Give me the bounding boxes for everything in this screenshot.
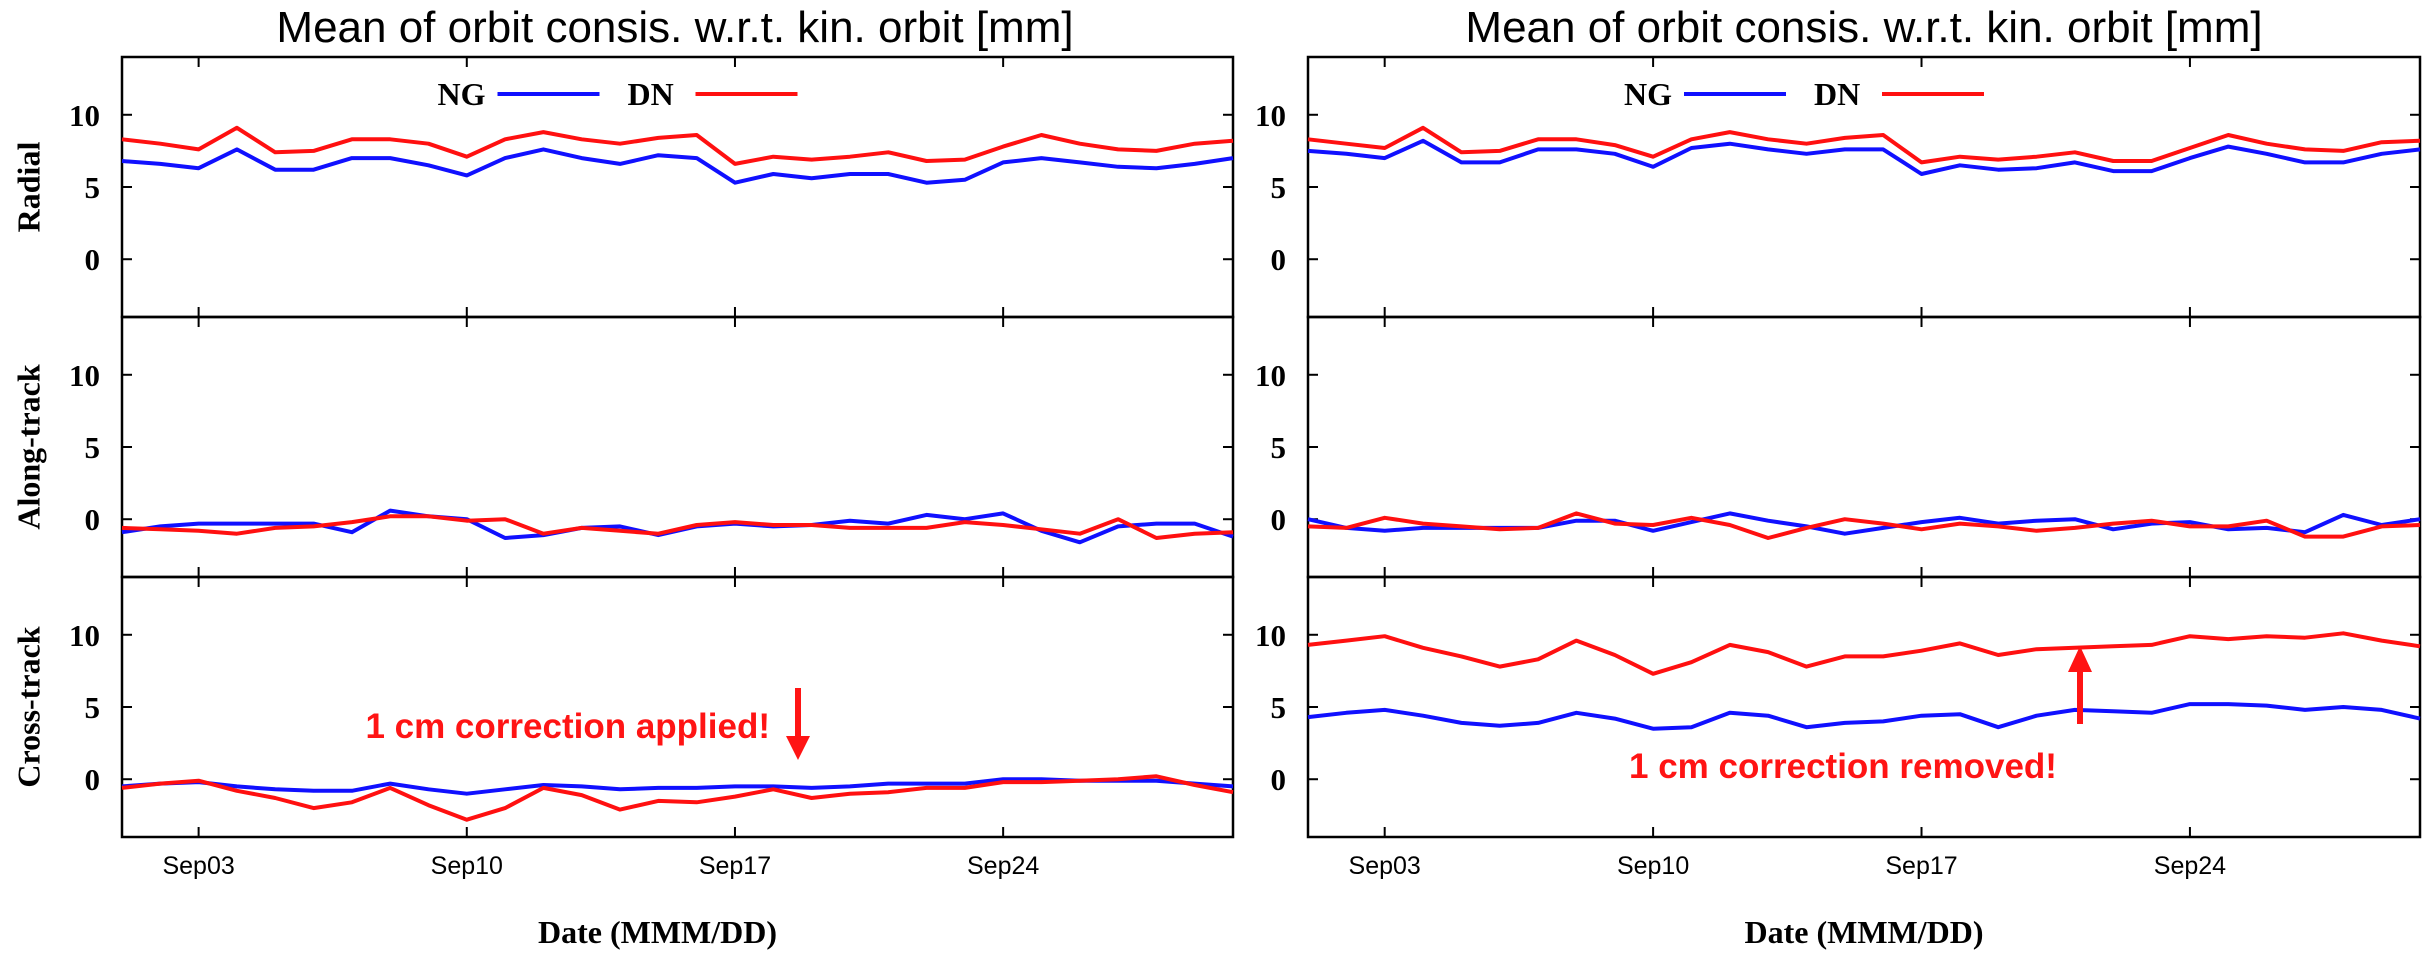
- series-line-dn: [1307, 631, 2421, 676]
- y-tick-label: 5: [85, 430, 101, 465]
- annotation-arrow-head: [786, 736, 810, 760]
- annotation-text: 1 cm correction removed!: [1629, 747, 2057, 786]
- series-line-ng: [121, 147, 1234, 185]
- panel-row-1: 0 5 10 NG DN: [1255, 55, 2422, 319]
- y-tick-label: 10: [69, 358, 100, 393]
- x-tick-label: Sep10: [1617, 852, 1689, 880]
- chart-title: Mean of orbit consis. w.r.t. kin. orbit …: [1465, 3, 2262, 52]
- y-tick-label: 10: [1255, 358, 1286, 393]
- y-tick-label: 5: [85, 170, 101, 205]
- chart-title: Mean of orbit consis. w.r.t. kin. orbit …: [276, 3, 1073, 52]
- x-axis-label: Date (MMM/DD): [1745, 914, 1984, 950]
- y-tick-label: 0: [1271, 502, 1287, 537]
- panel-row-2: 0 5 10: [1255, 315, 2422, 579]
- series-line-ng: [1307, 138, 2421, 176]
- y-tick-label: 5: [1271, 170, 1287, 205]
- series-line-dn: [121, 774, 1234, 822]
- series-line-dn: [121, 514, 1234, 540]
- legend-label-ng: NG: [438, 76, 486, 112]
- x-axis-label: Date (MMM/DD): [538, 914, 777, 950]
- x-tick-label: Sep03: [1349, 852, 1421, 880]
- left-chart: Mean of orbit consis. w.r.t. kin. orbit …: [10, 3, 1235, 950]
- panel-radial: 0 5 10 Radial NG DN: [10, 55, 1235, 319]
- x-tick-label: Sep10: [431, 852, 503, 880]
- x-tick-label: Sep17: [699, 852, 771, 880]
- panel-frame: [1306, 55, 2422, 319]
- y-axis-label: Radial: [10, 142, 46, 233]
- series-line-dn: [1307, 511, 2421, 540]
- y-tick-label: 10: [1255, 618, 1286, 653]
- x-tick-label: Sep24: [967, 852, 1039, 880]
- panel-frame: [1306, 315, 2422, 579]
- legend-label-dn: DN: [1814, 76, 1860, 112]
- series-line-dn: [1307, 125, 2421, 165]
- x-tick-label: Sep24: [2154, 852, 2226, 880]
- y-tick-label: 0: [85, 242, 101, 277]
- y-tick-label: 5: [1271, 690, 1287, 725]
- legend: NG DN: [1624, 76, 1984, 112]
- series-line-ng: [121, 777, 1234, 796]
- legend-label-ng: NG: [1624, 76, 1672, 112]
- y-tick-label: 0: [1271, 242, 1287, 277]
- panel-row-3: 0 5 10: [1255, 575, 2422, 839]
- y-tick-label: 0: [85, 502, 101, 537]
- panel-frame: [120, 55, 1235, 319]
- panel-cross-track: 0 5 10 Cross-track: [10, 575, 1235, 839]
- y-tick-label: 5: [1271, 430, 1287, 465]
- x-tick-label: Sep03: [162, 852, 234, 880]
- y-axis-label: Cross-track: [10, 626, 46, 787]
- y-tick-label: 10: [1255, 98, 1286, 133]
- panel-along-track: 0 5 10 Along-track: [10, 315, 1235, 579]
- annotation: 1 cm correction applied!: [365, 688, 810, 760]
- y-tick-label: 10: [69, 618, 100, 653]
- y-tick-label: 0: [85, 762, 101, 797]
- series-line-ng: [1307, 702, 2421, 731]
- y-tick-label: 0: [1271, 762, 1287, 797]
- y-tick-label: 5: [85, 690, 101, 725]
- annotation-text: 1 cm correction applied!: [365, 707, 770, 746]
- legend-label-dn: DN: [628, 76, 674, 112]
- series-line-dn: [121, 125, 1234, 166]
- y-axis-label: Along-track: [10, 364, 46, 530]
- annotation: 1 cm correction removed!: [1629, 646, 2092, 786]
- y-tick-label: 10: [69, 98, 100, 133]
- x-tick-label: Sep17: [1885, 852, 1957, 880]
- right-chart: Mean of orbit consis. w.r.t. kin. orbit …: [1255, 3, 2422, 950]
- annotation-arrow-head: [2068, 646, 2092, 672]
- legend: NG DN: [438, 76, 798, 112]
